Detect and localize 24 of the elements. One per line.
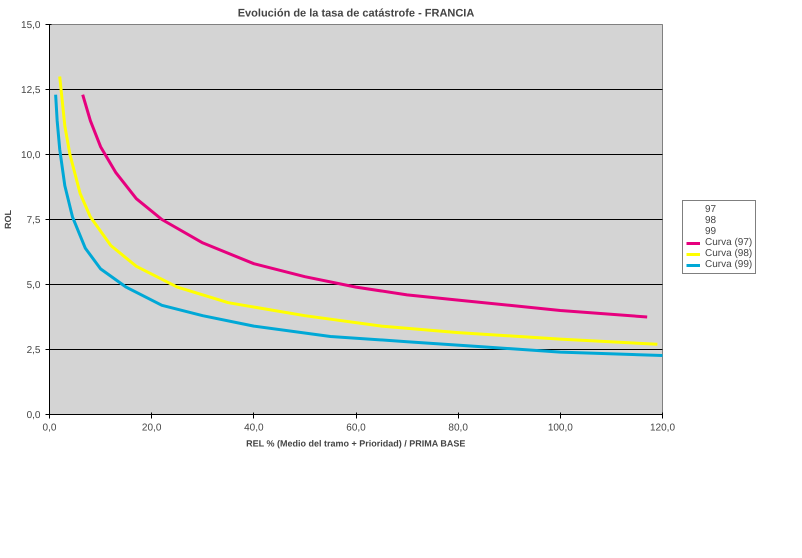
y-tick-label: 12,5 [21, 85, 41, 96]
y-tick-label: 5,0 [26, 280, 41, 291]
x-axis-title: REL % (Medio del tramo + Prioridad) / PRIMA BASE [246, 438, 466, 448]
chart-title: Evolución de la tasa de catástrofe - FRANCIA [238, 8, 474, 20]
text: 99 [705, 226, 718, 237]
x-tick-label: 60,0 [346, 422, 366, 434]
x-tick-label: 20,0 [142, 422, 162, 434]
y-tick-label: 15,0 [21, 20, 41, 31]
text: 97 [705, 204, 718, 215]
x-tick-label: 80,0 [448, 422, 468, 434]
y-tick-label: 0,0 [26, 410, 41, 421]
x-tick-label: 120,0 [650, 422, 676, 434]
x-tick-label: 100,0 [548, 422, 574, 434]
legend-label: Curva (99) [705, 259, 752, 270]
legend-label: Curva (97) [705, 237, 752, 248]
y-tick-label: 2,5 [26, 345, 41, 356]
line-series [81, 93, 649, 318]
text: 98 [705, 215, 718, 226]
x-tick-label: 40,0 [244, 422, 264, 434]
x-tick-label: 0,0 [42, 422, 57, 434]
y-tick-label: 10,0 [21, 150, 41, 161]
y-axis-title: ROL [3, 210, 14, 229]
legend-label: Curva (98) [705, 248, 752, 259]
y-tick-label: 7,5 [26, 215, 41, 226]
